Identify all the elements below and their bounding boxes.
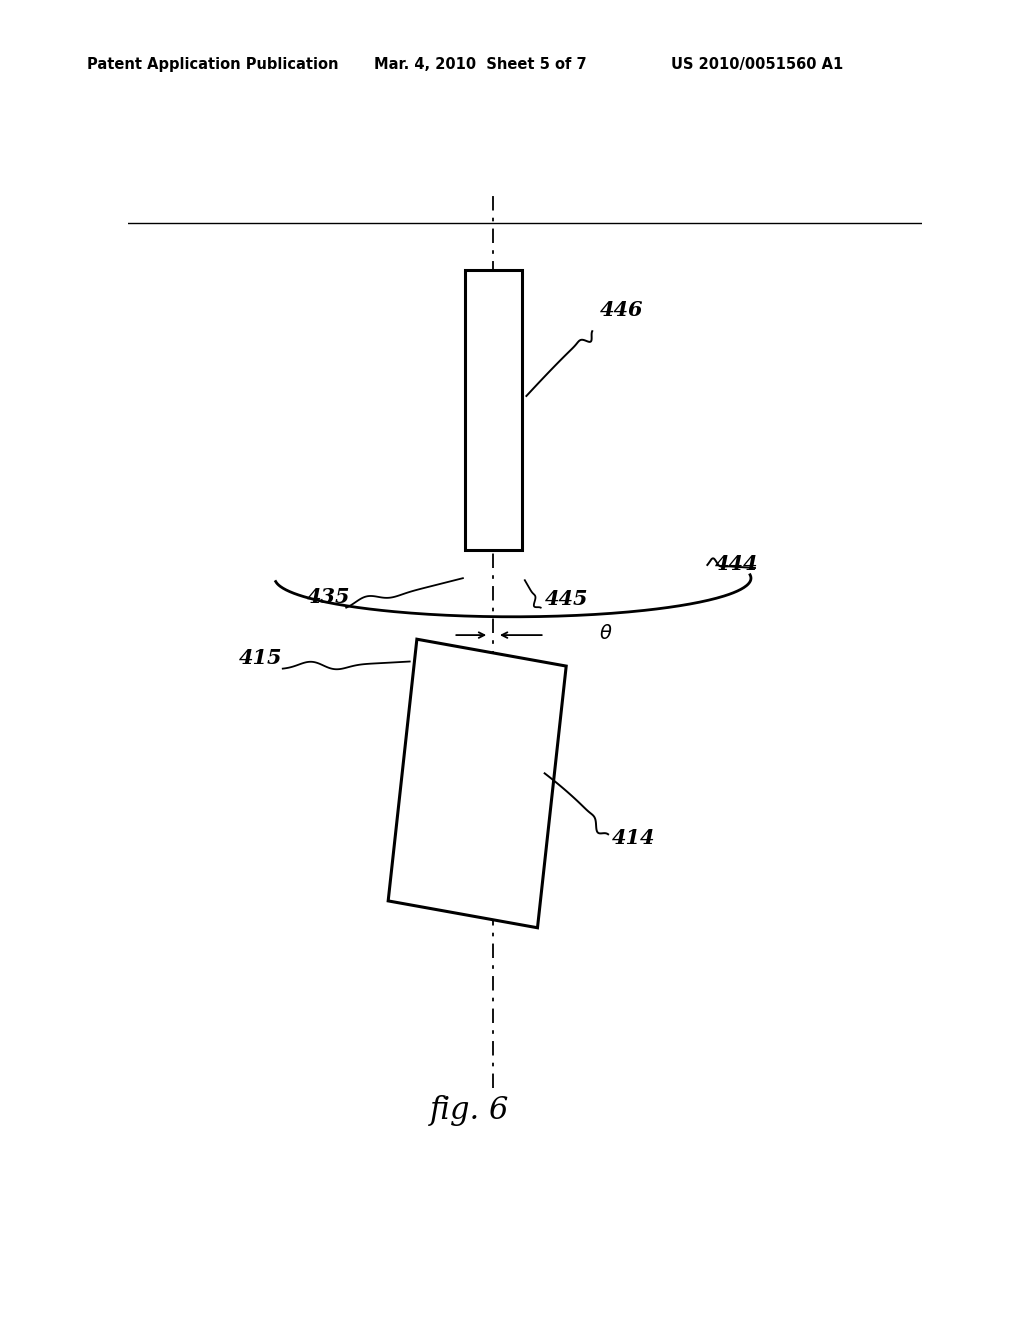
Text: fig. 6: fig. 6 [429,1094,509,1126]
Text: 415: 415 [239,648,283,668]
Text: 444: 444 [715,554,759,574]
Text: 445: 445 [545,589,588,609]
Polygon shape [388,639,566,928]
Bar [465,271,522,549]
Text: Mar. 4, 2010  Sheet 5 of 7: Mar. 4, 2010 Sheet 5 of 7 [374,57,587,71]
Text: $\theta$: $\theta$ [599,624,612,643]
Text: 435: 435 [306,586,350,607]
Text: 414: 414 [612,829,655,849]
Text: 446: 446 [600,300,644,319]
Text: Patent Application Publication: Patent Application Publication [87,57,339,71]
Text: US 2010/0051560 A1: US 2010/0051560 A1 [671,57,843,71]
